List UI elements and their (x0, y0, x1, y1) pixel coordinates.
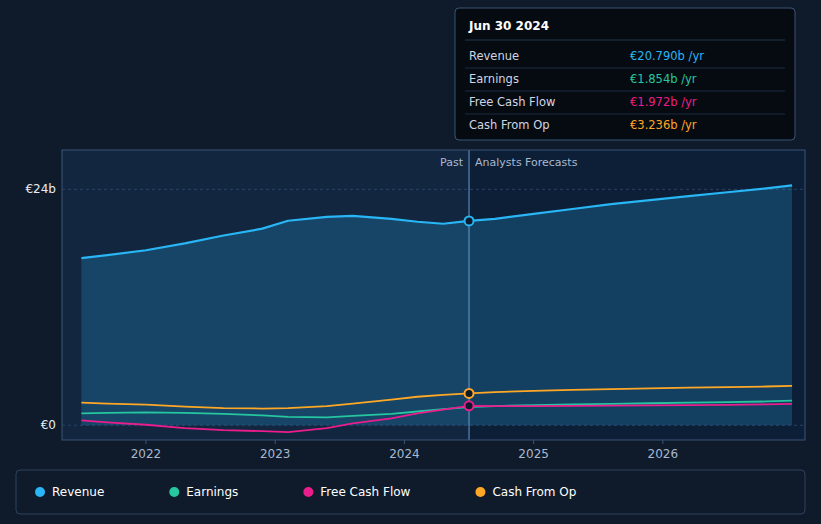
chart: €0 €24b Past Analysts Forecasts 2022 2023 2024… (0, 0, 821, 524)
grid-line (62, 189, 805, 190)
x-tick (404, 440, 405, 444)
highlight-dot (465, 216, 474, 225)
tooltip-row-separator (465, 91, 785, 92)
series-line (81, 404, 792, 432)
legend-swatch (169, 487, 179, 497)
x-tick-label: 2026 (648, 447, 679, 461)
legend-label: Revenue (52, 485, 104, 499)
area-fill (81, 185, 792, 425)
tooltip-row-label: Revenue (469, 49, 519, 63)
legend-label: Earnings (186, 485, 238, 499)
tooltip-row-separator (465, 114, 785, 115)
highlight-dot (465, 401, 474, 410)
x-tick-label: 2025 (518, 447, 549, 461)
tooltip-row-separator (465, 68, 785, 69)
tooltip-row-value: €3.236b /yr (630, 118, 697, 132)
x-tick-label: 2023 (260, 447, 291, 461)
legend-box (16, 470, 805, 514)
x-tick (662, 440, 663, 444)
legend: Revenue Earnings Free Cash Flow Cash From O… (16, 470, 805, 514)
x-tick-label: 2022 (131, 447, 162, 461)
tooltip-row-value: €1.972b /yr (630, 95, 697, 109)
series-line (81, 386, 792, 409)
plot-background (62, 150, 805, 440)
y-tick-label: €24b (25, 182, 56, 196)
series-line (81, 185, 792, 258)
x-tick-label: 2024 (389, 447, 420, 461)
tooltip-row-value: €1.854b /yr (630, 72, 697, 86)
x-tick (533, 440, 534, 444)
tooltip-row-label: Earnings (469, 72, 519, 86)
tooltip-title: Jun 30 2024 (468, 19, 549, 33)
past-label: Past (440, 156, 464, 169)
tooltip-separator (465, 40, 785, 41)
highlight-dot (465, 389, 474, 398)
legend-label: Cash From Op (492, 485, 576, 499)
tooltip-row-value: €20.790b /yr (630, 49, 704, 63)
x-tick (145, 440, 146, 444)
plot-frame (62, 150, 805, 440)
forecast-label: Analysts Forecasts (475, 156, 578, 169)
x-tick (275, 440, 276, 444)
tooltip-row-label: Cash From Op (469, 118, 550, 132)
legend-swatch (35, 487, 45, 497)
series-line (81, 401, 792, 418)
legend-swatch (303, 487, 313, 497)
legend-label: Free Cash Flow (320, 485, 410, 499)
legend-swatch (475, 487, 485, 497)
y-tick-label: €0 (41, 418, 56, 432)
plot-area (81, 150, 792, 440)
tooltip-row-label: Free Cash Flow (469, 95, 555, 109)
tooltip-box (455, 8, 795, 140)
